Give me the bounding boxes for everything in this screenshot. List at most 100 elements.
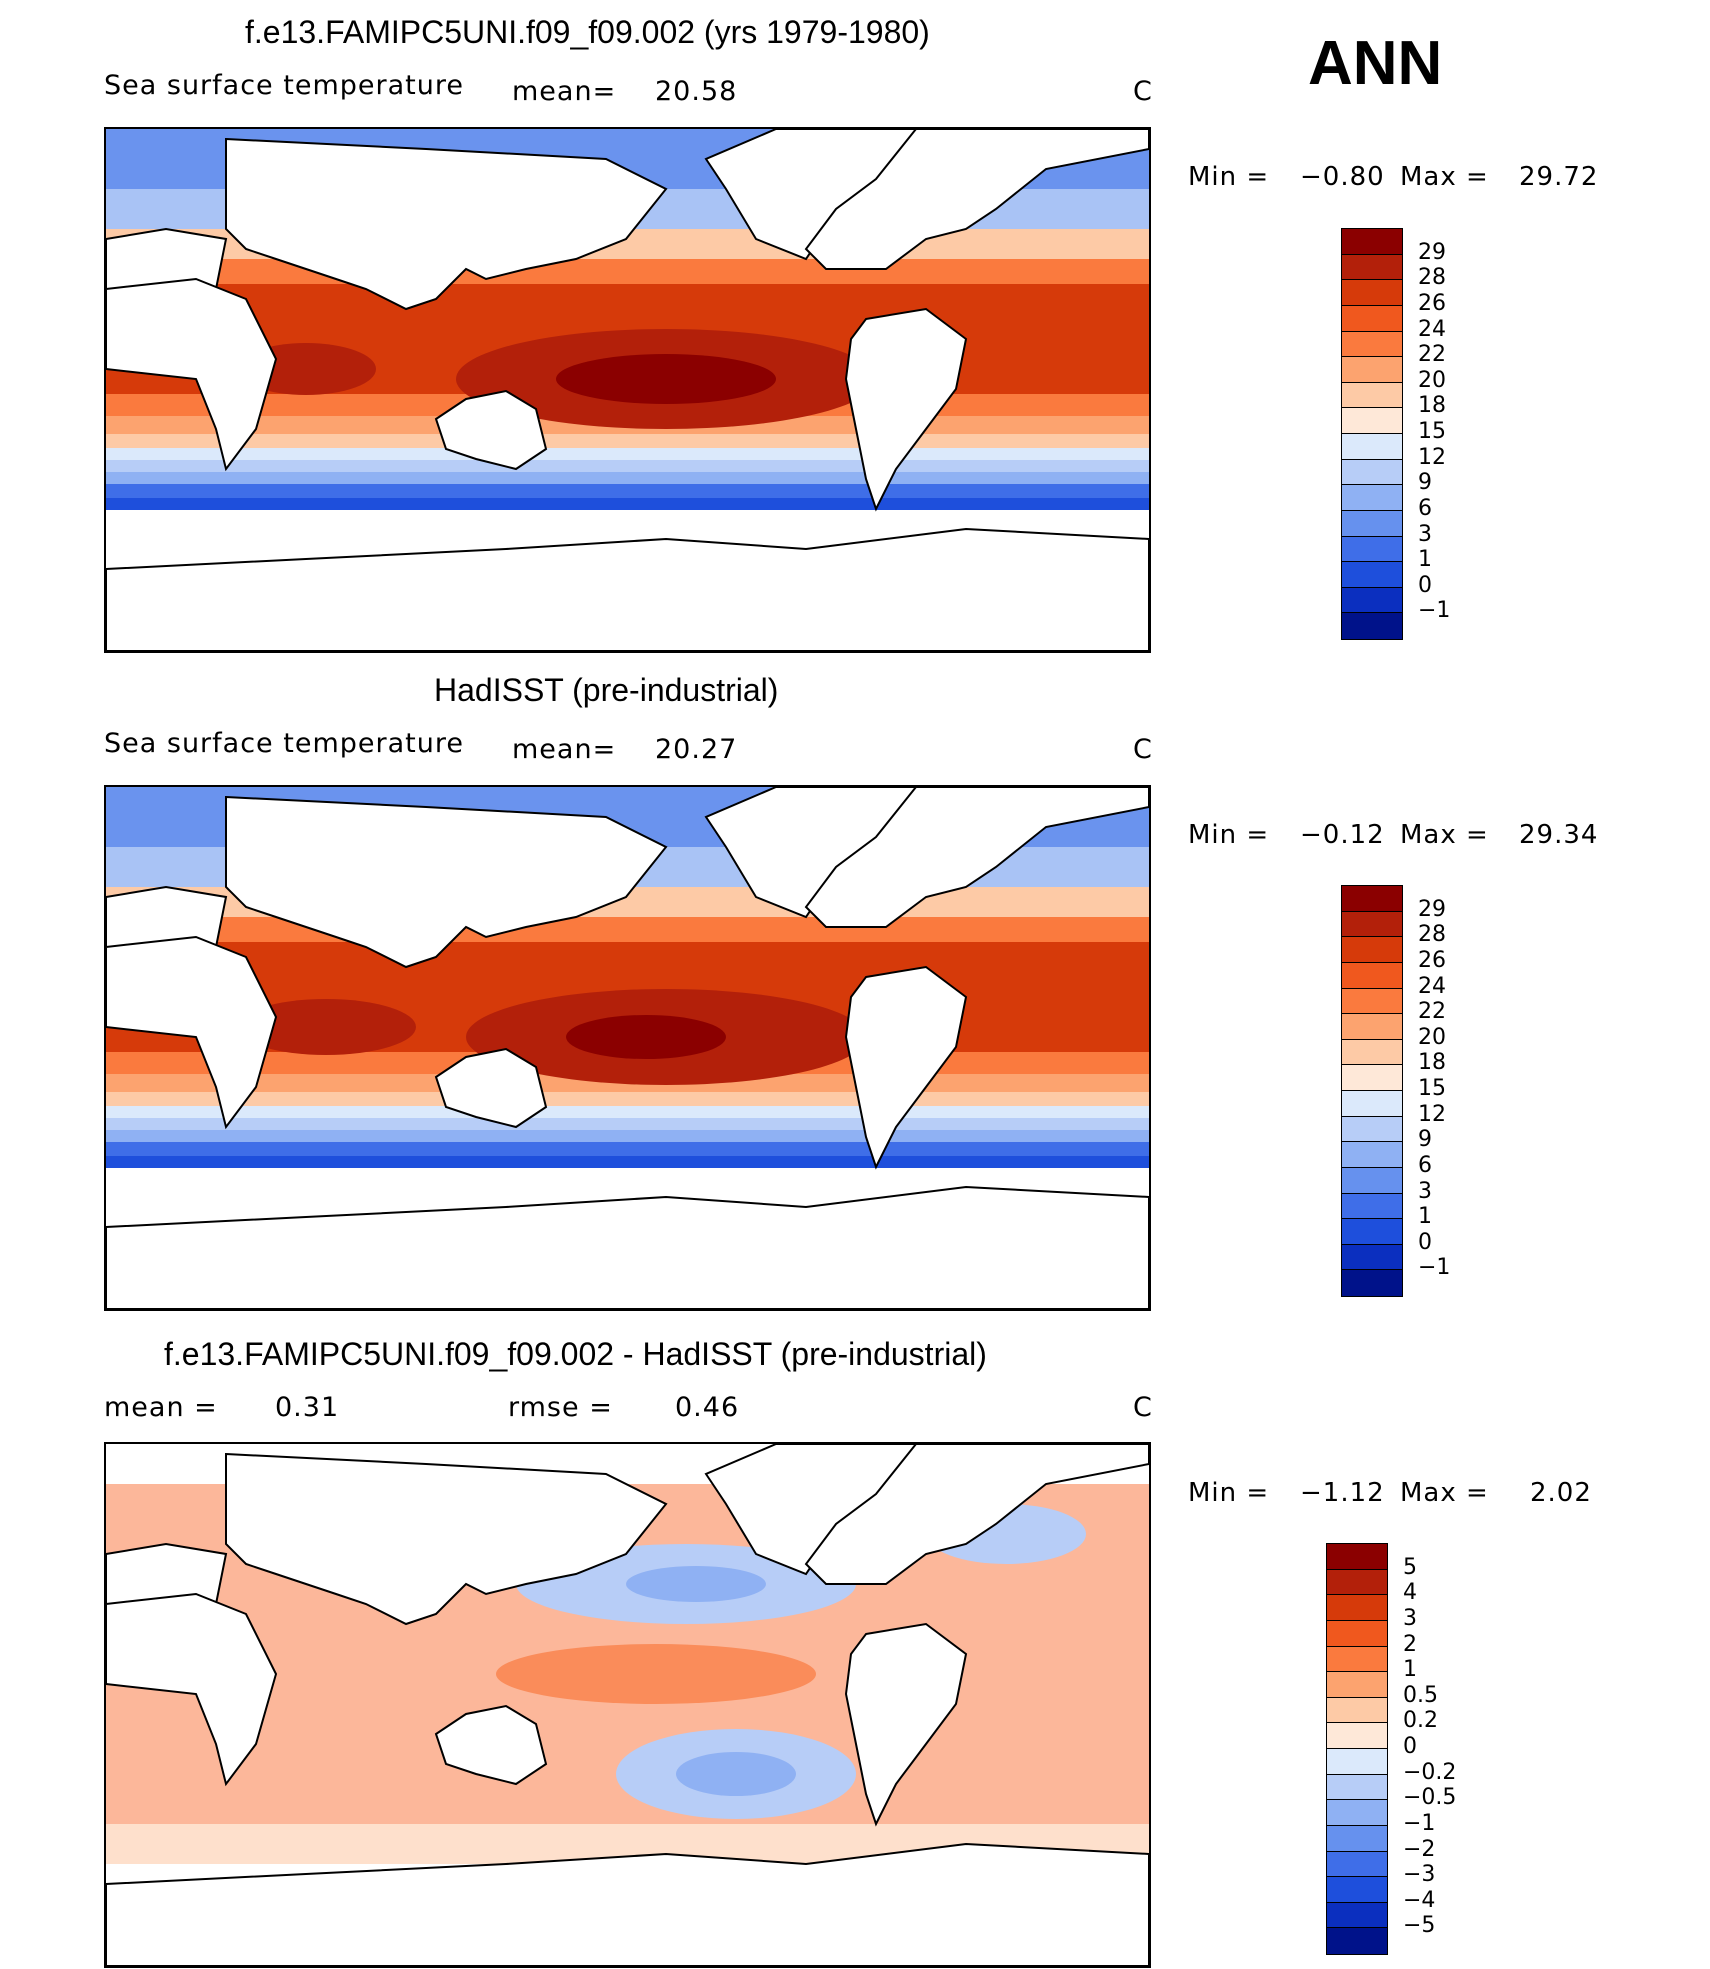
- colorbar-segment: [1342, 229, 1402, 255]
- colorbar-tick-label: 3: [1418, 1178, 1432, 1204]
- colorbar-segment: [1342, 911, 1402, 938]
- panel2-colorbar-labels: 29 28 26 24 22 20 18 15 12 9 6 3 1 0 −1: [1418, 885, 1478, 1295]
- panel3-units: C: [1133, 1392, 1153, 1423]
- colorbar-tick-label: 29: [1418, 239, 1446, 265]
- colorbar-tick-label: 29: [1418, 896, 1446, 922]
- colorbar-tick-label: 9: [1418, 1127, 1432, 1153]
- colorbar-tick-label: 6: [1418, 1152, 1432, 1178]
- colorbar-segment: [1342, 254, 1402, 281]
- colorbar-segment: [1327, 1697, 1387, 1724]
- colorbar-segment: [1342, 1039, 1402, 1066]
- colorbar-tick-label: 12: [1418, 444, 1446, 470]
- colorbar-tick-label: 0: [1418, 1229, 1432, 1255]
- colorbar-tick-label: 1: [1418, 1204, 1432, 1230]
- colorbar-segment: [1327, 1544, 1387, 1570]
- colorbar-tick-label: 2: [1403, 1631, 1417, 1657]
- colorbar-tick-label: 0: [1418, 572, 1432, 598]
- panel2-title: HadISST (pre-industrial): [434, 672, 779, 708]
- colorbar-segment: [1342, 331, 1402, 358]
- colorbar-tick-label: 9: [1418, 470, 1432, 496]
- colorbar-tick-label: 26: [1418, 947, 1446, 973]
- colorbar-segment: [1327, 1569, 1387, 1596]
- colorbar-segment: [1342, 1270, 1402, 1296]
- colorbar-segment: [1342, 1014, 1402, 1040]
- colorbar-segment: [1327, 1902, 1387, 1929]
- colorbar-tick-label: 20: [1418, 1024, 1446, 1050]
- colorbar-segment: [1342, 510, 1402, 537]
- panel1-max-label: Max =: [1400, 162, 1489, 192]
- colorbar-segment: [1342, 587, 1402, 614]
- colorbar-tick-label: 18: [1418, 1050, 1446, 1076]
- colorbar-segment: [1342, 937, 1402, 963]
- panel3-max-label: Max =: [1400, 1478, 1489, 1508]
- colorbar-segment: [1342, 562, 1402, 588]
- colorbar-segment: [1327, 1749, 1387, 1775]
- panel3-rmse-label: rmse =: [508, 1392, 613, 1423]
- colorbar-tick-label: −1: [1403, 1810, 1436, 1836]
- colorbar-tick-label: −1: [1418, 598, 1451, 624]
- colorbar-tick-label: 1: [1403, 1657, 1417, 1683]
- colorbar-tick-label: 15: [1418, 419, 1446, 444]
- colorbar-tick-label: 0: [1403, 1734, 1417, 1759]
- colorbar-segment: [1342, 408, 1402, 434]
- colorbar-tick-label: −1: [1418, 1255, 1451, 1281]
- colorbar-tick-label: 15: [1418, 1076, 1446, 1101]
- panel1-units: C: [1133, 76, 1153, 107]
- colorbar-segment: [1342, 1244, 1402, 1271]
- season-label: ANN: [1308, 29, 1443, 98]
- panel1-variable: Sea surface temperature: [104, 70, 464, 101]
- panel1-max-value: 29.72: [1519, 162, 1599, 192]
- panel1-colorbar-labels: 29 28 26 24 22 20 18 15 12 9 6 3 1 0 −1: [1418, 228, 1478, 638]
- colorbar-segment: [1327, 1620, 1387, 1647]
- panel3-map: [104, 1442, 1151, 1968]
- colorbar-segment: [1342, 280, 1402, 306]
- panel2-mean-label: mean=: [512, 734, 617, 765]
- colorbar-segment: [1342, 886, 1402, 912]
- colorbar-segment: [1342, 434, 1402, 460]
- panel1-title: f.e13.FAMIPC5UNI.f09_f09.002 (yrs 1979-1…: [245, 14, 930, 50]
- colorbar-segment: [1342, 962, 1402, 989]
- panel3-min-label: Min =: [1188, 1478, 1270, 1508]
- colorbar-tick-label: −2: [1403, 1836, 1436, 1862]
- panel3-mean-label: mean =: [104, 1392, 218, 1423]
- colorbar-segment: [1342, 485, 1402, 511]
- panel2-mean-value: 20.27: [655, 734, 738, 765]
- colorbar-segment: [1342, 1116, 1402, 1143]
- panel2-map: [104, 785, 1151, 1311]
- colorbar-tick-label: 4: [1403, 1580, 1417, 1606]
- panel1-min-value: −0.80: [1300, 162, 1385, 192]
- panel1-min-label: Min =: [1188, 162, 1270, 192]
- panel3-max-value: 2.02: [1530, 1478, 1592, 1508]
- colorbar-tick-label: −3: [1403, 1862, 1436, 1888]
- colorbar-tick-label: 1: [1418, 547, 1432, 573]
- colorbar-segment: [1342, 988, 1402, 1015]
- colorbar-tick-label: 12: [1418, 1101, 1446, 1127]
- colorbar-segment: [1327, 1646, 1387, 1673]
- colorbar-segment: [1327, 1595, 1387, 1621]
- colorbar-segment: [1327, 1851, 1387, 1878]
- colorbar-segment: [1327, 1723, 1387, 1749]
- colorbar-segment: [1327, 1800, 1387, 1826]
- panel1-mean-label: mean=: [512, 76, 617, 107]
- colorbar-segment: [1342, 613, 1402, 639]
- colorbar-tick-label: 0.2: [1403, 1708, 1438, 1734]
- colorbar-tick-label: −4: [1403, 1887, 1436, 1913]
- colorbar-tick-label: 3: [1418, 521, 1432, 547]
- colorbar-segment: [1327, 1825, 1387, 1852]
- colorbar-segment: [1342, 1065, 1402, 1091]
- colorbar-tick-label: 3: [1403, 1605, 1417, 1631]
- colorbar-tick-label: 22: [1418, 342, 1446, 368]
- colorbar-segment: [1342, 1219, 1402, 1245]
- colorbar-tick-label: 28: [1418, 922, 1446, 948]
- colorbar-tick-label: −5: [1403, 1913, 1436, 1939]
- colorbar-tick-label: 24: [1418, 973, 1446, 999]
- colorbar-tick-label: −0.5: [1403, 1785, 1457, 1811]
- colorbar-tick-label: 24: [1418, 316, 1446, 342]
- colorbar-tick-label: 20: [1418, 367, 1446, 393]
- colorbar-segment: [1342, 1091, 1402, 1117]
- colorbar-tick-label: 18: [1418, 393, 1446, 419]
- panel2-min-label: Min =: [1188, 820, 1270, 850]
- panel1-colorbar: [1341, 228, 1403, 640]
- panel3-title: f.e13.FAMIPC5UNI.f09_f09.002 - HadISST (…: [164, 1336, 987, 1372]
- panel2-min-value: −0.12: [1300, 820, 1385, 850]
